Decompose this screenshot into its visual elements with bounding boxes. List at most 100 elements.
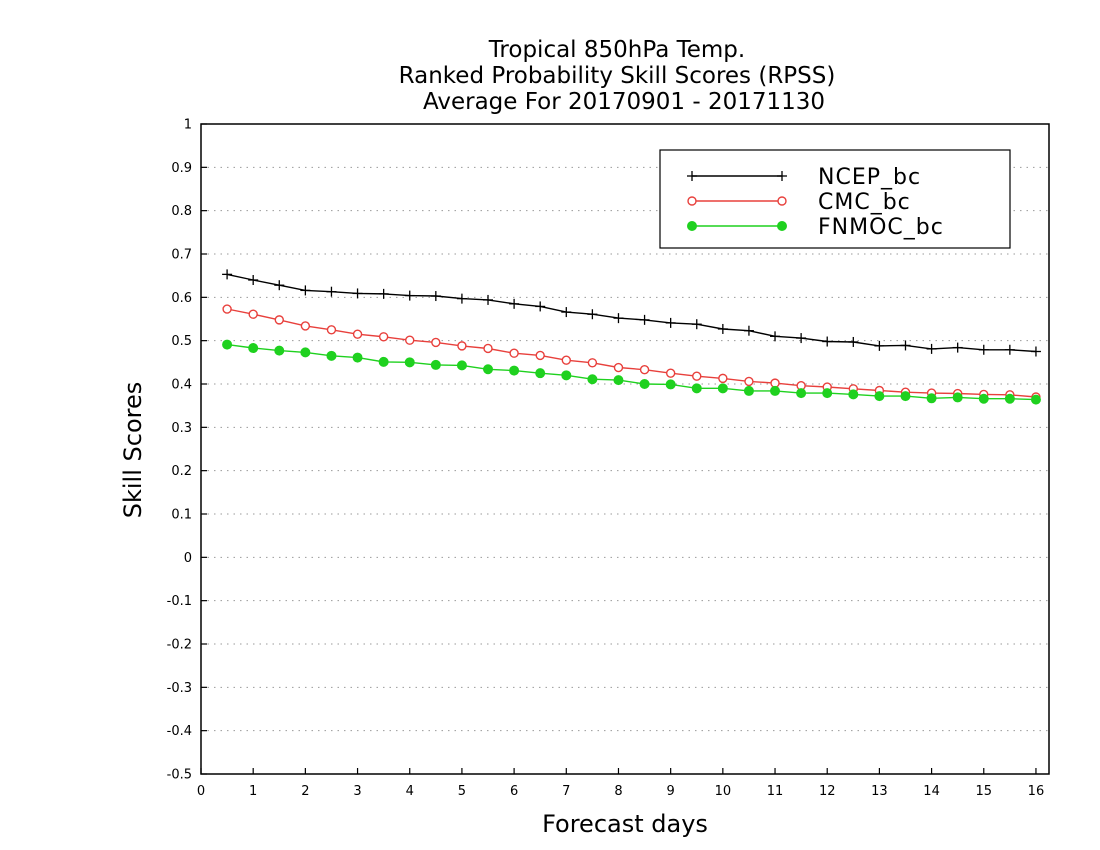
y-tick-label: -0.2 (167, 638, 192, 653)
data-point-filled-circle (978, 393, 989, 404)
data-point-open-circle (509, 348, 519, 358)
data-point-plus (456, 293, 467, 304)
data-point-open-circle (431, 337, 441, 348)
data-point-plus (509, 298, 520, 309)
data-point-plus (248, 275, 259, 285)
data-point-filled-circle (1004, 393, 1015, 404)
y-tick-label: 0.7 (171, 248, 192, 263)
x-tick-label: 0 (197, 784, 205, 799)
data-point-filled-circle (848, 389, 859, 400)
data-point-plus (691, 319, 702, 330)
data-point-plus (665, 317, 676, 328)
y-tick-label: 0.6 (171, 291, 192, 306)
data-point-filled-circle (822, 388, 833, 399)
y-tick-label: 0.2 (171, 464, 192, 479)
data-point-filled-circle (777, 221, 787, 231)
x-tick-label: 11 (767, 784, 784, 799)
data-point-plus (1030, 346, 1041, 357)
data-point-open-circle (405, 335, 415, 345)
data-point-filled-circle (561, 370, 572, 381)
y-tick-label: -0.3 (167, 681, 192, 696)
legend-entry-fnmoc-bc: FNMOC_bc (687, 215, 944, 240)
x-tick-label: 2 (301, 784, 309, 799)
y-tick-label: 1 (184, 118, 192, 133)
data-point-open-circle (744, 376, 754, 387)
y-axis-label: Skill Scores (119, 382, 147, 519)
data-point-plus (952, 342, 963, 353)
data-point-filled-circle (535, 368, 546, 379)
axis-ticks: 1 0.9 0.8 0.7 0.6 0.5 0.4 0.3 0.2 0.1 0 -0.1 -0.2 -0.… (167, 118, 1045, 800)
gridlines (201, 166, 1049, 732)
x-tick-label: 10 (715, 784, 732, 799)
data-point-filled-circle (326, 350, 337, 361)
data-point-plus (274, 280, 285, 291)
data-point-plus (222, 269, 233, 280)
data-point-plus (978, 344, 989, 355)
data-point-plus (822, 336, 833, 347)
legend-entry-cmc-bc: CMC_bc (687, 190, 911, 215)
x-tick-label: 8 (614, 784, 622, 799)
data-point-filled-circle (378, 356, 389, 367)
chart-title: Tropical 850hPa Temp. Ranked Probability… (399, 37, 836, 115)
data-point-filled-circle (483, 364, 494, 375)
data-point-filled-circle (691, 383, 702, 394)
y-tick-label: 0.1 (171, 508, 192, 523)
x-tick-label: 14 (923, 784, 940, 799)
series-line (226, 273, 1037, 353)
legend-label: NCEP_bc (818, 165, 921, 190)
data-point-plus (777, 171, 787, 181)
y-tick-label: 0.9 (171, 161, 192, 176)
y-tick-label: 0 (184, 551, 192, 566)
series-line (226, 308, 1037, 398)
data-point-open-circle (665, 368, 676, 378)
x-tick-label: 7 (562, 784, 570, 799)
data-point-filled-circle (352, 352, 363, 363)
chart-title-line-3: Average For 20170901 - 20171130 (423, 89, 825, 115)
data-point-open-circle (457, 341, 467, 351)
data-point-filled-circle (274, 345, 285, 356)
x-tick-label: 15 (975, 784, 992, 799)
data-point-filled-circle (613, 375, 624, 386)
data-point-plus (561, 307, 572, 318)
series-fnmoc-bc (222, 339, 1041, 405)
x-axis-label: Forecast days (542, 810, 708, 838)
x-tick-label: 6 (510, 784, 518, 799)
data-point-filled-circle (300, 347, 311, 358)
x-tick-label: 16 (1028, 784, 1045, 799)
data-point-open-circle (692, 371, 702, 381)
y-tick-label: -0.5 (167, 768, 192, 783)
legend-label: FNMOC_bc (818, 215, 944, 240)
data-point-plus (483, 294, 494, 305)
legend-entry-ncep-bc: NCEP_bc (687, 165, 921, 190)
data-point-plus (926, 343, 937, 354)
data-point-plus (848, 336, 859, 347)
data-point-filled-circle (717, 383, 728, 394)
data-point-open-circle (222, 304, 232, 314)
x-tick-label: 9 (667, 784, 675, 799)
data-point-plus (900, 340, 911, 351)
data-point-filled-circle (900, 391, 911, 402)
data-point-filled-circle (587, 374, 598, 385)
data-point-plus (796, 333, 807, 344)
series-line (227, 343, 1037, 401)
data-point-plus (430, 291, 441, 302)
data-point-filled-circle (456, 360, 467, 371)
data-point-filled-circle (796, 388, 807, 399)
data-point-plus (378, 288, 389, 299)
data-point-open-circle (687, 196, 697, 206)
data-point-open-circle (248, 309, 258, 319)
chart-title-line-2: Ranked Probability Skill Scores (RPSS) (399, 63, 836, 89)
data-point-open-circle (483, 343, 493, 354)
series-group (222, 269, 1041, 405)
data-point-filled-circle (404, 357, 415, 368)
plot-frame (200, 123, 1050, 775)
x-tick-label: 12 (819, 784, 836, 799)
x-tick-label: 5 (458, 784, 466, 799)
data-point-filled-circle (687, 221, 697, 231)
data-point-plus (874, 340, 885, 351)
legend-label: CMC_bc (818, 190, 911, 215)
data-point-filled-circle (639, 379, 650, 389)
data-point-open-circle (639, 365, 650, 375)
